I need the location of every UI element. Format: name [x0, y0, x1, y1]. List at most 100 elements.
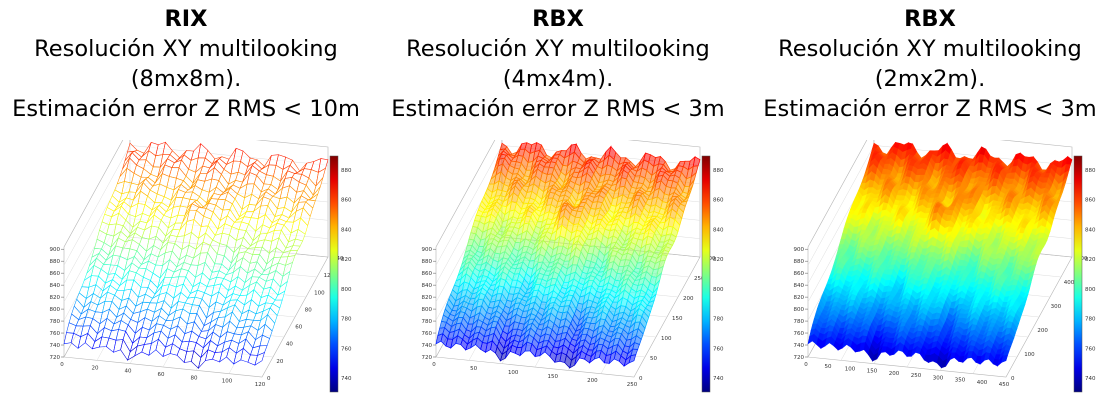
panel-title-block: RBX Resolución XY multilooking (2mx2m). …: [744, 4, 1116, 124]
terrain-surface: [435, 142, 701, 369]
y-axis-tick-label: 120: [324, 273, 335, 279]
x-axis-tick-label: 50: [825, 364, 832, 370]
elevation-surface-plot: 9008808608408208007807607407200204060801…: [50, 140, 352, 393]
x-axis-tick-label: 200: [587, 378, 598, 384]
colorbar-tick-label: 800: [1085, 287, 1096, 293]
colorbar-tick-label: 840: [1085, 227, 1096, 233]
grid-line: [435, 145, 503, 266]
y-axis-tick-label: 50: [650, 356, 657, 362]
resolution-value: (2mx2m).: [874, 66, 986, 92]
colorbar-tick-label: 840: [341, 227, 352, 233]
y-axis-tick-label: 60: [295, 325, 302, 331]
colorbar-tick-label: 740: [713, 376, 724, 382]
x-axis-tick-label: 60: [158, 372, 165, 378]
resolution-value: (4mx4m).: [502, 66, 614, 92]
y-axis-tick-label: 150: [672, 316, 683, 322]
x-axis-tick-label: 50: [470, 366, 477, 372]
z-axis-tick-label: 760: [794, 331, 805, 337]
colorbar-tick-label: 840: [713, 227, 724, 233]
error-estimate: Estimación error Z RMS < 10m: [12, 96, 360, 122]
colorbar-tick-label: 780: [1085, 317, 1096, 323]
error-estimate: Estimación error Z RMS < 3m: [391, 96, 725, 122]
z-axis-tick-label: 740: [794, 343, 805, 349]
colorbar: [329, 155, 339, 393]
z-axis-tick-label: 780: [50, 319, 61, 325]
z-axis-tick-label: 820: [50, 295, 61, 301]
surface-cell: [1001, 354, 1009, 363]
z-axis-tick-label: 880: [422, 259, 433, 265]
colorbar-tick-label: 820: [341, 257, 352, 263]
y-axis-tick-label: 100: [1024, 352, 1035, 358]
y-axis-tick-label: 0: [267, 376, 271, 382]
y-axis-tick-label: 300: [705, 256, 716, 262]
x-axis-tick-label: 150: [548, 374, 559, 380]
x-axis-tick-label: 0: [432, 362, 436, 368]
y-axis-tick-label: 200: [683, 296, 694, 302]
colorbar-tick-label: 880: [1085, 168, 1096, 174]
x-axis-tick-label: 400: [977, 380, 988, 386]
panel-title-block: RBX Resolución XY multilooking (4mx4m). …: [372, 4, 744, 124]
z-axis-tick-label: 720: [50, 355, 61, 361]
z-axis-tick-label: 820: [794, 295, 805, 301]
z-axis-tick-label: 780: [422, 319, 433, 325]
z-axis-tick-label: 800: [50, 307, 61, 313]
x-axis-tick-label: 100: [845, 366, 856, 372]
y-axis-tick-label: 100: [314, 290, 325, 296]
terrain-surface: [63, 141, 329, 370]
z-axis-tick-label: 740: [422, 343, 433, 349]
resolution-label: Resolución XY multilooking: [778, 36, 1082, 62]
z-axis-tick-label: 720: [422, 355, 433, 361]
z-axis-tick-label: 760: [50, 331, 61, 337]
colorbar-tick-label: 760: [1085, 346, 1096, 352]
colorbar-tick-label: 740: [341, 376, 352, 382]
y-axis-tick-label: 400: [1064, 280, 1075, 286]
x-axis-tick-label: 40: [125, 369, 132, 375]
colorbar-tick-label: 860: [341, 198, 352, 204]
x-axis-tick-label: 0: [60, 362, 64, 368]
z-axis-tick-label: 820: [422, 295, 433, 301]
z-axis-tick-label: 860: [422, 271, 433, 277]
colorbar-tick-label: 820: [713, 257, 724, 263]
z-axis-tick-label: 880: [50, 259, 61, 265]
colorbar-tick-label: 880: [341, 168, 352, 174]
colorbar-tick-label: 820: [1085, 257, 1096, 263]
y-axis-tick-label: 0: [1011, 376, 1015, 382]
colorbar-tick-label: 780: [713, 317, 724, 323]
x-axis-tick-label: 300: [933, 375, 944, 381]
z-axis-tick-label: 900: [422, 247, 433, 253]
z-axis-tick-label: 800: [422, 307, 433, 313]
resolution-value: (8mx8m).: [130, 66, 242, 92]
grid-line: [807, 145, 875, 266]
colorbar: [701, 155, 711, 393]
y-axis-tick-label: 300: [1051, 304, 1062, 310]
y-axis-tick-label: 0: [639, 376, 643, 382]
x-axis-tick-label: 80: [191, 375, 198, 381]
z-axis-tick-label: 720: [794, 355, 805, 361]
colorbar-tick-label: 740: [1085, 376, 1096, 382]
z-axis-tick-label: 880: [794, 259, 805, 265]
x-axis-tick-label: 100: [508, 370, 519, 376]
z-axis-tick-label: 840: [794, 283, 805, 289]
z-axis-tick-label: 900: [50, 247, 61, 253]
y-axis-tick-label: 200: [1037, 328, 1048, 334]
z-axis-tick-label: 900: [794, 247, 805, 253]
x-axis-tick-label: 120: [255, 382, 266, 388]
z-axis-tick-label: 860: [50, 271, 61, 277]
x-axis-tick-label: 200: [889, 371, 900, 377]
x-axis-tick-label: 250: [911, 373, 922, 379]
colorbar-tick-label: 760: [341, 346, 352, 352]
colorbar-tick-label: 880: [713, 168, 724, 174]
colorbar-tick-label: 860: [713, 198, 724, 204]
y-axis-tick-label: 100: [661, 336, 672, 342]
error-estimate: Estimación error Z RMS < 3m: [763, 96, 1097, 122]
panel-title-block: RIX Resolución XY multilooking (8mx8m). …: [0, 4, 372, 124]
elevation-surface-plot: 9008808608408208007807607407200501001502…: [422, 140, 724, 393]
colorbar-tick-label: 800: [713, 287, 724, 293]
x-axis-tick-label: 100: [222, 379, 233, 385]
y-axis-tick-label: 250: [694, 276, 705, 282]
colorbar-tick-label: 780: [341, 317, 352, 323]
surface-cell: [254, 352, 265, 366]
resolution-label: Resolución XY multilooking: [34, 36, 338, 62]
surface-cell: [628, 354, 637, 364]
panel-heading: RIX: [164, 6, 208, 32]
